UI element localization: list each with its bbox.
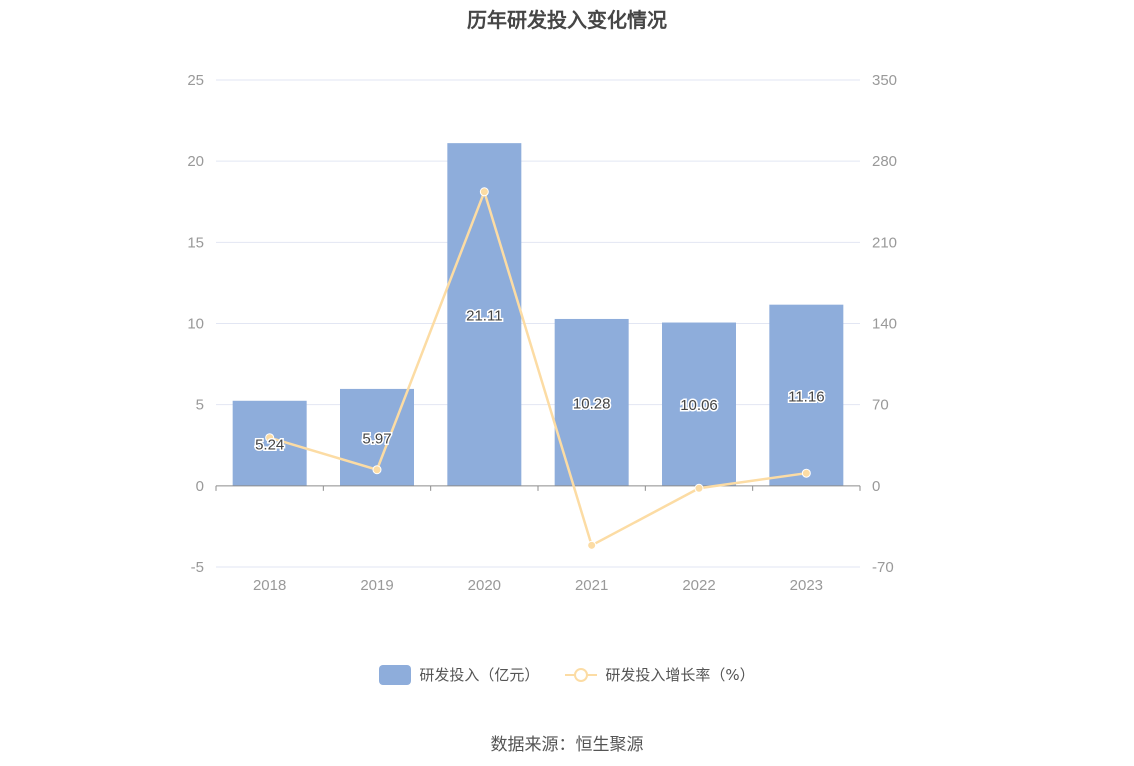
- line-point: [694, 483, 704, 493]
- bar: [232, 400, 307, 486]
- y-right-tick-label: 70: [872, 397, 889, 414]
- y-left-tick-label: 15: [187, 234, 204, 251]
- legend-bar-swatch: [379, 664, 412, 685]
- y-left-tick-label: 0: [196, 478, 204, 495]
- y-left-tick-label: 25: [187, 72, 204, 89]
- growth-line-series: [265, 187, 811, 550]
- legend-item-rd-investment[interactable]: 研发投入（亿元）: [379, 664, 539, 685]
- line-point: [801, 468, 811, 478]
- bar-data-label: 5.24: [255, 436, 284, 453]
- chart-title: 历年研发投入变化情况: [467, 8, 667, 32]
- line-point: [479, 187, 489, 197]
- y-left-tick-label: 10: [187, 316, 204, 333]
- x-tick-label: 2019: [360, 577, 393, 594]
- bar-data-label: 10.28: [573, 395, 611, 412]
- y-right-tick-label: -70: [872, 559, 894, 576]
- x-tick-label: 2023: [790, 577, 823, 594]
- bar-data-label: 21.11: [466, 307, 502, 324]
- bar: [447, 143, 522, 486]
- legend-label: 研发投入增长率（%）: [605, 666, 755, 684]
- y-right-tick-label: 350: [872, 72, 897, 89]
- legend-line-swatch: [565, 665, 598, 685]
- axes: -5 -70 0 0 5 70 10 140 15 210 20 280 25 350 2018 2019 20…: [187, 72, 897, 594]
- line-point: [265, 433, 275, 443]
- bar-data-labels: 5.24 5.97 21.11 10.28 10.06 11.16: [254, 306, 826, 455]
- growth-line: [269, 187, 807, 548]
- line-point: [372, 465, 382, 475]
- y-left-tick-label: -5: [191, 559, 204, 576]
- bar: [662, 322, 736, 486]
- legend: 研发投入（亿元） 研发投入增长率（%）: [0, 664, 1134, 685]
- y-right-tick-label: 210: [872, 234, 897, 251]
- x-tick-label: 2022: [682, 577, 715, 594]
- line-point: [587, 540, 597, 550]
- source-note: 数据来源：恒生聚源: [490, 735, 644, 755]
- bar: [554, 318, 629, 486]
- x-tick-label: 2018: [253, 577, 286, 594]
- bar-data-label: 10.06: [680, 397, 718, 414]
- grid-lines: [216, 79, 860, 568]
- x-tick-label: 2020: [468, 577, 501, 594]
- bar-series: [232, 143, 844, 486]
- bar: [769, 304, 844, 486]
- legend-item-growth-rate[interactable]: 研发投入增长率（%）: [565, 664, 755, 685]
- y-right-tick-label: 280: [872, 153, 897, 170]
- legend-label: 研发投入（亿元）: [419, 666, 540, 684]
- y-right-tick-label: 140: [872, 316, 897, 333]
- bar-data-label: 5.97: [362, 430, 391, 447]
- bar-data-label: 11.16: [788, 388, 824, 405]
- y-left-tick-label: 5: [196, 397, 204, 414]
- x-tick-label: 2021: [575, 577, 608, 594]
- y-right-tick-label: 0: [872, 478, 880, 495]
- y-left-tick-label: 20: [187, 153, 204, 170]
